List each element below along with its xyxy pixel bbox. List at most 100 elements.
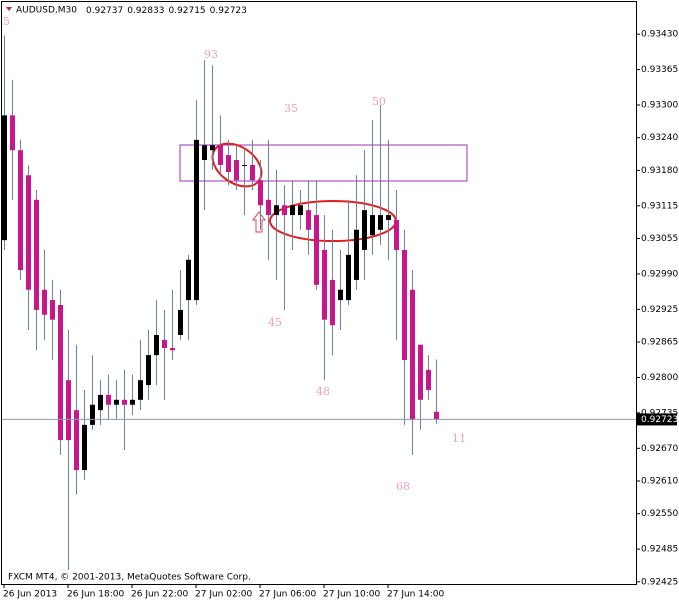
candle-body bbox=[226, 155, 231, 173]
copyright: FXCM MT4, © 2001-2013, MetaQuotes Softwa… bbox=[8, 573, 251, 583]
candle-body bbox=[266, 199, 271, 216]
candle-body bbox=[378, 215, 383, 230]
candle-body bbox=[290, 205, 295, 216]
candle-body bbox=[202, 145, 207, 161]
candle-body bbox=[186, 259, 191, 301]
annotation: 45 bbox=[268, 316, 282, 329]
ohlc-value: 0.92715 bbox=[168, 6, 205, 16]
candle-body bbox=[274, 205, 279, 216]
candle-body bbox=[242, 164, 247, 166]
candle-body bbox=[394, 219, 399, 250]
candle-body bbox=[218, 145, 223, 165]
candle-body bbox=[170, 348, 175, 351]
ohlc-value: 0.92723 bbox=[210, 6, 247, 16]
ohlc-value: 0.92737 bbox=[86, 6, 123, 16]
candle-body bbox=[434, 411, 439, 420]
candle-body bbox=[138, 380, 143, 400]
candle-body bbox=[410, 289, 415, 420]
candle-body bbox=[26, 175, 31, 290]
candle-body bbox=[50, 300, 55, 320]
x-tick-label: 27 Jun 14:00 bbox=[387, 590, 444, 600]
candle-body bbox=[426, 369, 431, 390]
x-tick-label: 27 Jun 10:00 bbox=[323, 590, 380, 600]
zone-rectangle bbox=[179, 144, 468, 182]
candle-body bbox=[42, 289, 47, 315]
y-tick-label: 0.92735 bbox=[641, 408, 678, 418]
y-tick-label: 0.92990 bbox=[641, 269, 678, 279]
candle-body bbox=[162, 339, 167, 349]
y-tick-label: 0.93115 bbox=[641, 201, 678, 211]
x-tick-label: 26 Jun 18:00 bbox=[67, 590, 124, 600]
candle-body bbox=[370, 215, 375, 236]
candle-body bbox=[362, 210, 367, 250]
ohlc-header: 0.92737 0.92833 0.92715 0.92723 bbox=[86, 6, 247, 16]
candle-body bbox=[66, 380, 71, 441]
candle-body bbox=[306, 210, 311, 230]
candle-body bbox=[322, 249, 327, 320]
candle-body bbox=[330, 279, 335, 326]
annotation: 93 bbox=[204, 48, 218, 61]
candle-body bbox=[2, 115, 7, 241]
y-tick-label: 0.93430 bbox=[641, 30, 678, 40]
candle-body bbox=[418, 344, 423, 400]
x-tick-label: 27 Jun 02:00 bbox=[195, 590, 252, 600]
candle-body bbox=[402, 249, 407, 361]
candle-body bbox=[34, 199, 39, 310]
annotation: 35 bbox=[284, 102, 298, 115]
chart-frame bbox=[1, 1, 637, 585]
y-tick-label: 0.93300 bbox=[641, 100, 678, 110]
candle-body bbox=[130, 399, 135, 405]
y-tick-label: 0.92610 bbox=[641, 477, 678, 487]
annotation: 50 bbox=[372, 95, 386, 108]
x-tick-label: 26 Jun 22:00 bbox=[131, 590, 188, 600]
candle-body bbox=[82, 424, 87, 471]
ohlc-value: 0.92833 bbox=[127, 6, 164, 16]
y-tick-label: 0.93055 bbox=[641, 234, 678, 244]
y-tick-label: 0.93365 bbox=[641, 65, 678, 75]
candle-body bbox=[146, 355, 151, 386]
candle-body bbox=[194, 139, 199, 301]
annotation: 5 bbox=[3, 15, 10, 28]
candle-body bbox=[114, 399, 119, 405]
annotation: 11 bbox=[452, 432, 466, 445]
y-tick-label: 0.92800 bbox=[641, 373, 678, 383]
candle-body bbox=[258, 180, 263, 206]
candle-body bbox=[386, 215, 391, 220]
up-arrow bbox=[252, 211, 266, 233]
y-tick-label: 0.93240 bbox=[641, 133, 678, 143]
candle-body bbox=[346, 254, 351, 301]
annotation: 48 bbox=[316, 385, 330, 398]
menu-icon bbox=[6, 7, 12, 11]
candle-body bbox=[98, 394, 103, 411]
candle-body bbox=[298, 205, 303, 216]
y-tick-label: 0.92865 bbox=[641, 338, 678, 348]
candle-body bbox=[106, 394, 111, 405]
y-tick-label: 0.92670 bbox=[641, 444, 678, 454]
candle-body bbox=[234, 160, 239, 181]
x-tick-label: 26 Jun 2013 bbox=[3, 590, 57, 600]
annotation: 68 bbox=[396, 480, 410, 493]
y-tick-label: 0.93180 bbox=[641, 166, 678, 176]
candle-body bbox=[90, 404, 95, 425]
y-tick-label: 0.92550 bbox=[641, 509, 678, 519]
symbol-title: AUDUSD,M30 bbox=[16, 6, 77, 16]
candle-body bbox=[282, 205, 287, 216]
candle-body bbox=[154, 334, 159, 356]
x-tick-label: 27 Jun 06:00 bbox=[259, 590, 316, 600]
candle-body bbox=[74, 410, 79, 471]
candle-body bbox=[58, 304, 63, 441]
y-tick-label: 0.92485 bbox=[641, 545, 678, 555]
current-price-box bbox=[637, 413, 677, 426]
y-tick-label: 0.92425 bbox=[641, 577, 678, 587]
candle-body bbox=[250, 164, 255, 181]
candle-body bbox=[178, 309, 183, 335]
y-tick-label: 0.92925 bbox=[641, 305, 678, 315]
candle-body bbox=[338, 289, 343, 301]
current-price-label: 0.92723 bbox=[641, 415, 678, 425]
candle-body bbox=[18, 150, 23, 271]
candle-body bbox=[354, 229, 359, 280]
candle-body bbox=[314, 215, 319, 285]
